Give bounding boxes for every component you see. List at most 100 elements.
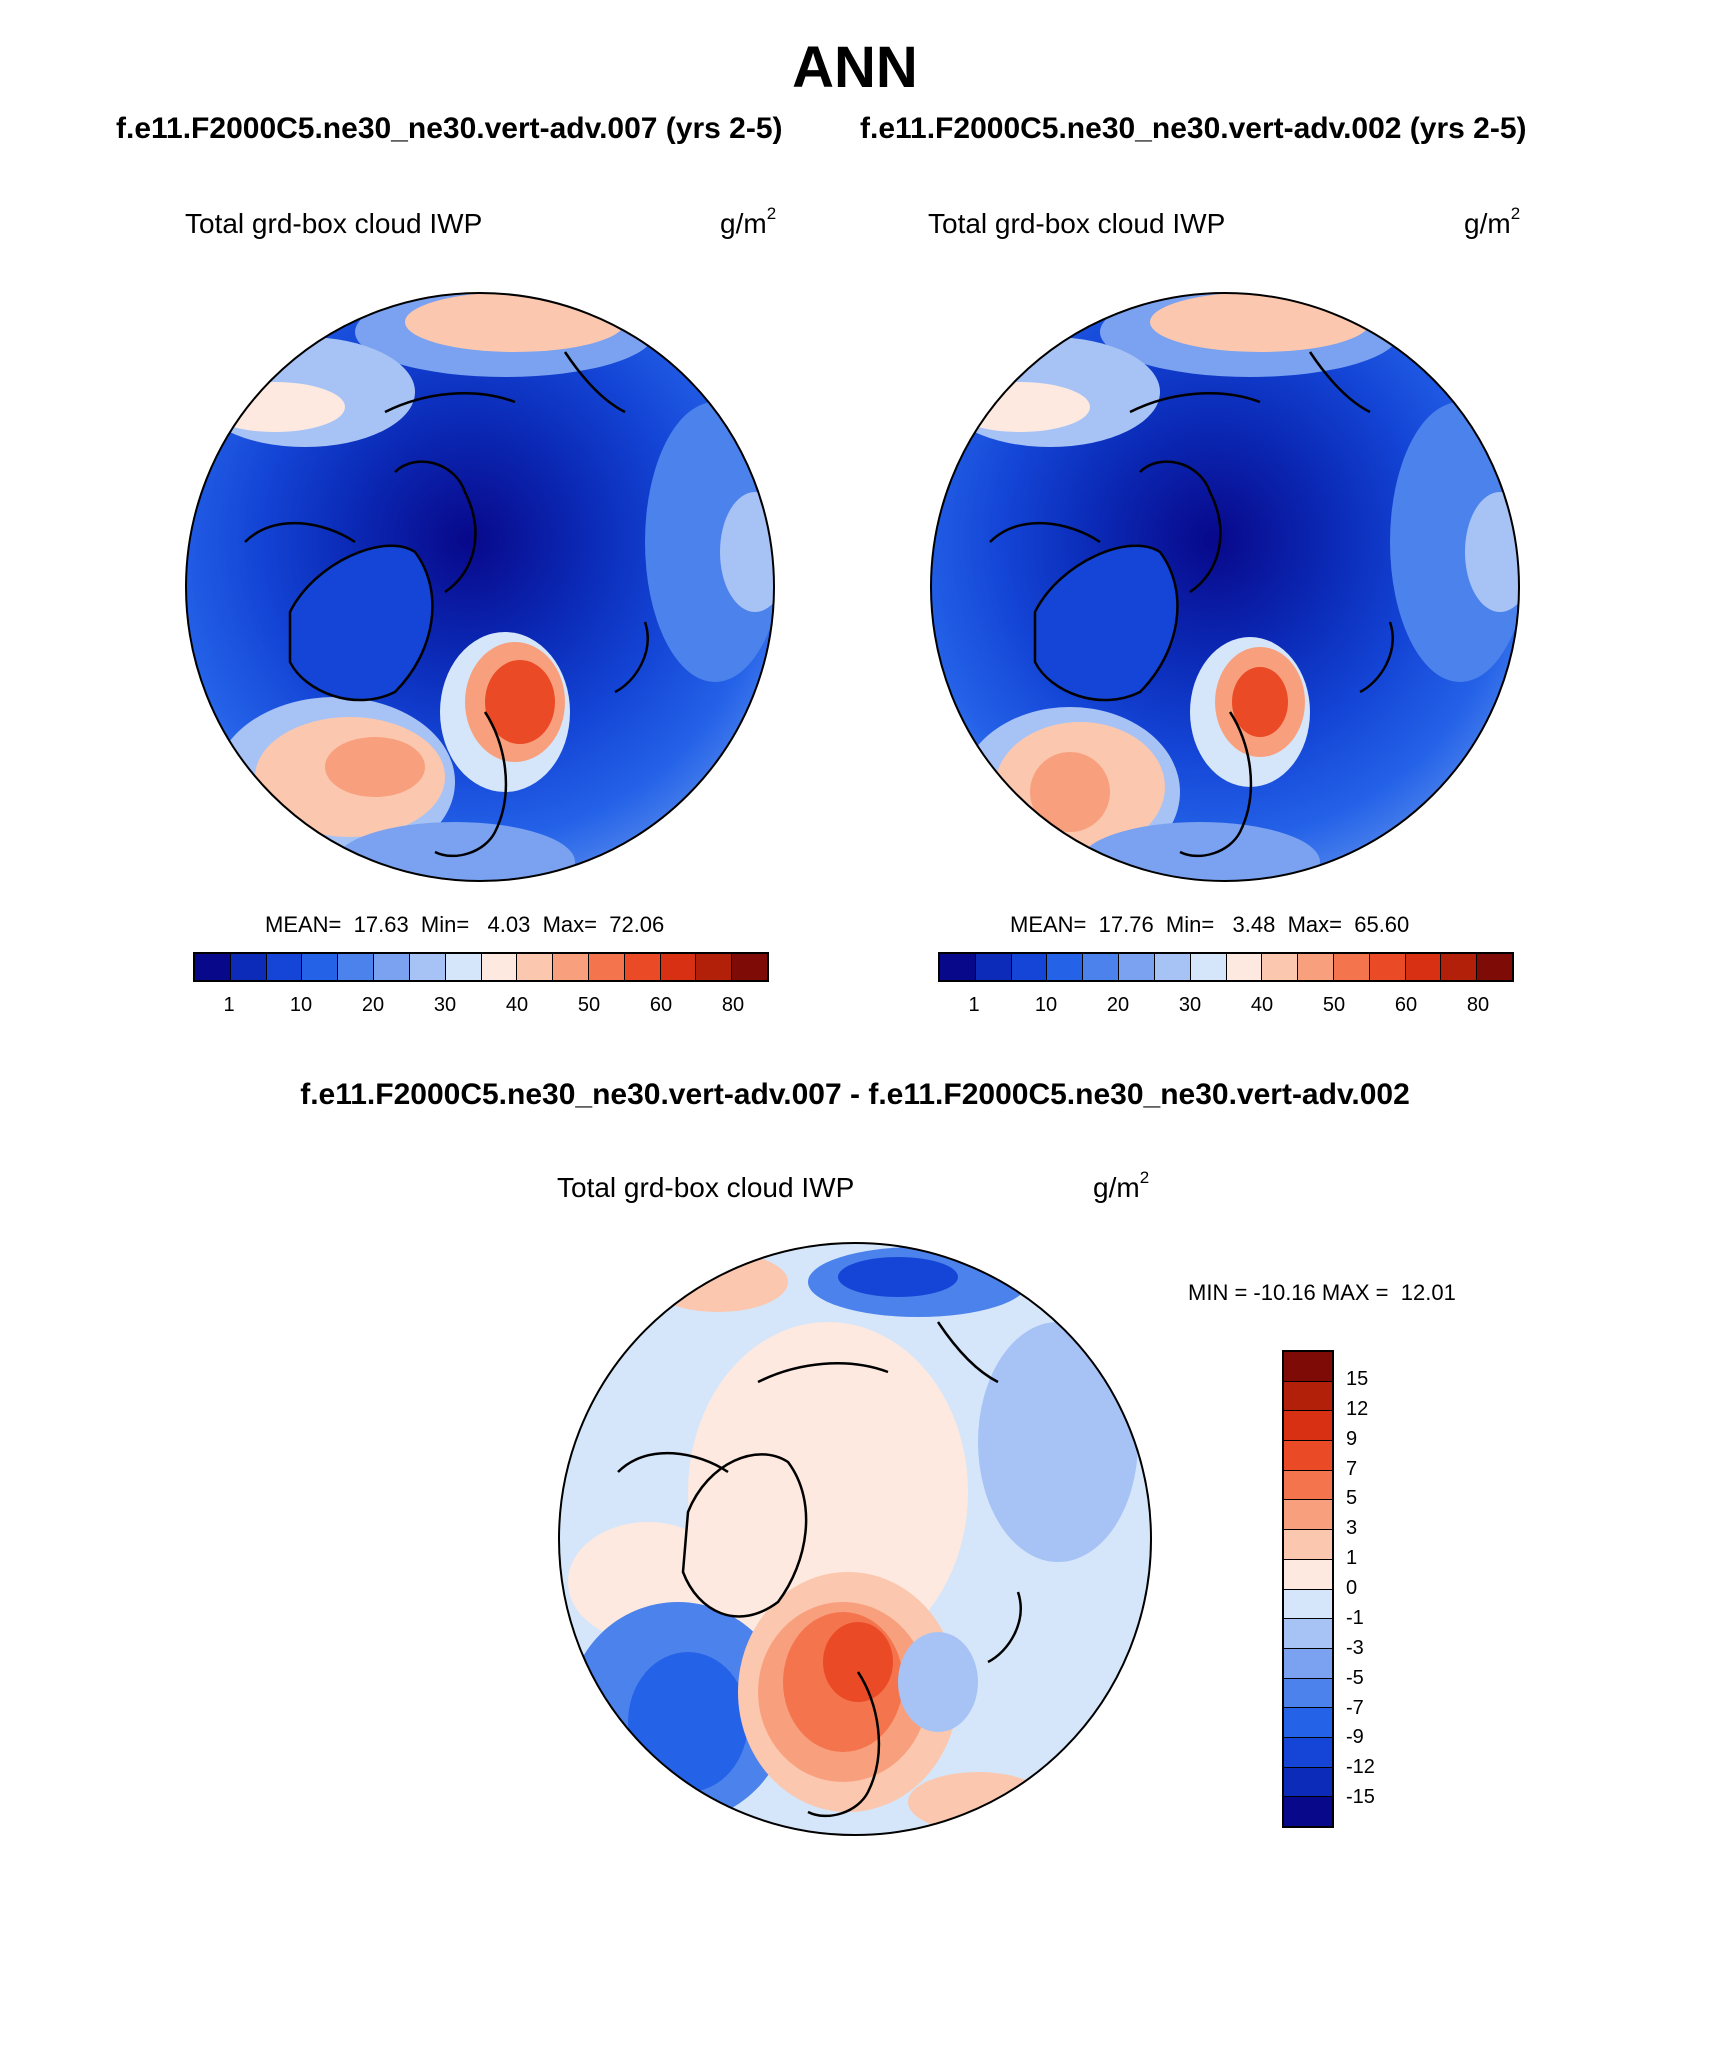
colorbar-case-007	[193, 952, 769, 982]
polar-map-case-002	[930, 292, 1520, 882]
colorbar-difference-swatch	[1284, 1352, 1332, 1382]
colorbar-difference-swatch	[1284, 1767, 1332, 1798]
colorbar-difference-swatch	[1284, 1559, 1332, 1590]
colorbar-case-007-swatch	[696, 954, 733, 980]
colorbar-case-002-swatch	[975, 954, 1012, 980]
colorbar-case-007-swatch	[338, 954, 375, 980]
panel3-field-label: Total grd-box cloud IWP	[557, 1172, 855, 1203]
colorbar-difference-label: 0	[1346, 1577, 1358, 1599]
colorbar-difference-label: -3	[1346, 1636, 1364, 1659]
right-case-title: f.e11.F2000C5.ne30_ne30.vert-adv.002 (yr…	[860, 112, 1527, 145]
colorbar-case-007-swatch	[588, 954, 625, 980]
panel1-field-label: Total grd-box cloud IWP	[185, 208, 483, 239]
colorbar-difference-label: 9	[1346, 1427, 1358, 1450]
colorbar-difference-swatch	[1284, 1381, 1332, 1412]
colorbar-case-002-label: 1	[968, 994, 980, 1016]
colorbar-case-002-label: 80	[1466, 994, 1490, 1016]
panel3-stats: MIN = -10.16 MAX = 12.01	[1188, 1280, 1456, 1305]
colorbar-case-007-swatch	[409, 954, 446, 980]
colorbar-difference	[1282, 1350, 1334, 1828]
colorbar-case-002-label: 50	[1322, 994, 1346, 1016]
colorbar-difference-swatch	[1284, 1797, 1332, 1826]
colorbar-case-002-swatch	[1441, 954, 1478, 980]
colorbar-difference-swatch	[1284, 1470, 1332, 1501]
colorbar-case-007-label: 80	[721, 994, 745, 1016]
colorbar-difference-label: -15	[1346, 1786, 1375, 1809]
colorbar-difference-label: -9	[1346, 1726, 1364, 1749]
colorbar-case-002-label: 60	[1394, 994, 1418, 1016]
colorbar-difference-label: 12	[1346, 1397, 1369, 1420]
colorbar-case-002-labels: 1 10 20 30 40 50 60 80	[938, 994, 1514, 1020]
colorbar-case-007-label: 40	[505, 994, 529, 1016]
colorbar-case-007-swatch	[553, 954, 589, 980]
colorbar-case-007-label: 10	[289, 994, 313, 1016]
colorbar-difference-labels: 15 12 9 7 5 3 1 0 -1 -3 -5 -7 -9 -12 -15	[1346, 1350, 1406, 1828]
colorbar-case-002-swatch	[1477, 954, 1512, 980]
colorbar-case-002-label: 30	[1178, 994, 1202, 1016]
difference-title: f.e11.F2000C5.ne30_ne30.vert-adv.007 - f…	[300, 1078, 1410, 1111]
colorbar-case-002-swatch	[1047, 954, 1084, 980]
colorbar-difference-swatch	[1284, 1648, 1332, 1679]
colorbar-difference-swatch	[1284, 1530, 1332, 1560]
colorbar-difference-label: -5	[1346, 1666, 1364, 1689]
colorbar-case-007-label: 60	[649, 994, 673, 1016]
colorbar-difference-label: -12	[1346, 1756, 1375, 1779]
colorbar-case-007-swatch	[481, 954, 518, 980]
colorbar-case-002-label: 40	[1250, 994, 1274, 1016]
colorbar-difference-swatch	[1284, 1678, 1332, 1709]
colorbar-difference-label: -1	[1346, 1606, 1364, 1629]
colorbar-case-007-swatch	[624, 954, 661, 980]
colorbar-case-002-swatch	[1190, 954, 1227, 980]
colorbar-case-007-swatch	[660, 954, 697, 980]
colorbar-case-002-swatch	[1226, 954, 1263, 980]
panel1-units: g/m2	[720, 204, 777, 239]
colorbar-difference-swatch	[1284, 1441, 1332, 1471]
colorbar-case-002-swatch	[1154, 954, 1191, 980]
colorbar-case-007-swatch	[195, 954, 231, 980]
colorbar-case-002-swatch	[1011, 954, 1048, 980]
colorbar-case-007-swatch	[445, 954, 482, 980]
colorbar-case-007-swatch	[517, 954, 554, 980]
colorbar-difference-swatch	[1284, 1589, 1332, 1620]
panel1-stats: MEAN= 17.63 Min= 4.03 Max= 72.06	[265, 912, 665, 937]
panel2-field-label: Total grd-box cloud IWP	[928, 208, 1226, 239]
colorbar-case-002-label: 10	[1034, 994, 1058, 1016]
colorbar-difference-label: 5	[1346, 1487, 1358, 1510]
panel3-units: g/m2	[1093, 1168, 1150, 1203]
colorbar-difference-swatch	[1284, 1500, 1332, 1531]
colorbar-case-002-swatch	[940, 954, 976, 980]
colorbar-case-007-swatch	[302, 954, 339, 980]
colorbar-difference-label: 3	[1346, 1517, 1358, 1540]
colorbar-case-002-swatch	[1298, 954, 1334, 980]
panel2-stats: MEAN= 17.76 Min= 3.48 Max= 65.60	[1010, 912, 1410, 937]
colorbar-case-002-swatch	[1262, 954, 1299, 980]
colorbar-difference-swatch	[1284, 1411, 1332, 1442]
colorbar-case-002-swatch	[1405, 954, 1442, 980]
colorbar-difference-swatch	[1284, 1708, 1332, 1738]
polar-map-difference	[558, 1242, 1152, 1836]
colorbar-case-002-swatch	[1083, 954, 1120, 980]
colorbar-case-002	[938, 952, 1514, 982]
colorbar-case-007-label: 50	[577, 994, 601, 1016]
colorbar-difference-label: -7	[1346, 1696, 1364, 1719]
colorbar-difference-label: 7	[1346, 1457, 1358, 1480]
colorbar-difference-label: 1	[1346, 1547, 1358, 1570]
colorbar-difference-swatch	[1284, 1737, 1332, 1768]
colorbar-difference-swatch	[1284, 1619, 1332, 1649]
colorbar-case-007-label: 30	[433, 994, 457, 1016]
colorbar-case-007-label: 20	[361, 994, 385, 1016]
polar-map-case-007	[185, 292, 775, 882]
left-case-title: f.e11.F2000C5.ne30_ne30.vert-adv.007 (yr…	[116, 112, 783, 145]
plot-title: ANN	[792, 35, 918, 100]
colorbar-case-007-swatch	[732, 954, 767, 980]
colorbar-case-002-swatch	[1119, 954, 1155, 980]
colorbar-difference-label: 15	[1346, 1367, 1369, 1390]
colorbar-case-007-swatch	[230, 954, 267, 980]
colorbar-case-007-swatch	[374, 954, 410, 980]
colorbar-case-002-swatch	[1333, 954, 1370, 980]
colorbar-case-002-label: 20	[1106, 994, 1130, 1016]
panel2-units: g/m2	[1464, 204, 1521, 239]
colorbar-case-002-swatch	[1369, 954, 1406, 980]
colorbar-case-007-labels: 1 10 20 30 40 50 60 80	[193, 994, 769, 1020]
colorbar-case-007-label: 1	[223, 994, 235, 1016]
